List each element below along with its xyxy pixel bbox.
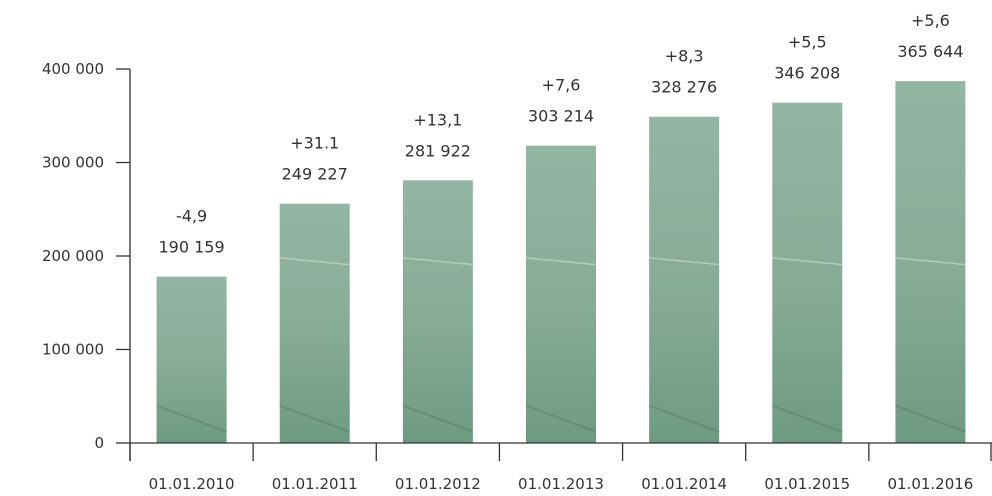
change-label: +31.1 [290,134,339,153]
y-tick-label: 100 000 [42,341,104,359]
x-tick-label: 01.01.2014 [641,475,727,493]
bars-layer [156,81,966,444]
bar-texture-line [402,404,474,433]
y-tick-label: 200 000 [42,247,104,265]
x-tick-label: 01.01.2011 [272,475,358,493]
x-tick-label: 01.01.2013 [518,475,604,493]
bar [156,276,227,443]
change-label: +5,6 [911,11,950,30]
bar-texture-line [771,404,843,433]
value-label: 328 276 [651,78,717,97]
x-tick-label: 01.01.2016 [887,475,973,493]
bar-texture-line [649,257,720,266]
change-label: +13,1 [413,110,462,129]
value-label: 303 214 [528,107,594,126]
value-label: 365 644 [897,42,963,61]
bar-rect [772,102,843,443]
x-tick-label: 01.01.2012 [395,475,481,493]
bar [895,81,966,443]
change-label: -4,9 [176,207,207,226]
bar-texture-line [156,404,227,433]
bar [279,203,351,443]
bar [402,180,474,443]
bar-texture-line [525,404,597,433]
y-tick-label: 300 000 [42,154,104,172]
axes-layer: 0 100 000 200 000 300 000 400 000 01.01.2010 0… [42,60,992,493]
bar [525,145,597,444]
change-label: +5,5 [788,33,827,52]
bar-rect [649,116,720,443]
bar-texture-line [772,257,843,266]
change-label: +8,3 [665,47,704,66]
y-tick-label: 400 000 [42,60,104,78]
x-tick-label: 01.01.2015 [764,475,850,493]
bar [771,102,843,443]
bar-texture-line [648,404,720,433]
bar-texture-line [525,257,597,266]
value-label: 190 159 [158,238,224,257]
bar-rect [156,276,227,443]
bar-rect [526,145,596,444]
x-tick-label: 01.01.2010 [149,475,235,493]
bar-rect [895,81,966,443]
bar-rect [279,203,350,443]
value-label: 281 922 [405,141,471,160]
change-label: +7,6 [542,76,581,95]
value-label: 249 227 [282,165,348,184]
bar-texture-line [279,257,350,266]
y-tick-label: 0 [94,434,104,452]
bar-texture-line [279,404,351,433]
bar-texture-line [402,257,473,266]
data-labels-layer: 190 159 -4,9 249 227 +31.1 281 922 +13,1 303 2… [158,11,963,256]
bar [648,116,720,443]
bar-texture-line [895,404,966,433]
bar-texture-line [895,257,966,266]
bar-rect [402,180,473,443]
value-label: 346 208 [774,64,840,83]
